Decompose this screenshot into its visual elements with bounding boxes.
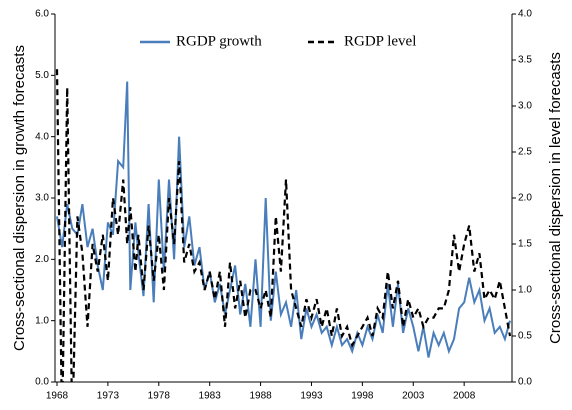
y-tick-label: 3.0	[35, 193, 49, 204]
x-tick-label: 1993	[300, 391, 323, 402]
y2-tick-label: 1.5	[518, 239, 532, 250]
y-tick-label: 5.0	[35, 70, 49, 81]
y-tick-label: 2.0	[35, 254, 49, 265]
y2-tick-label: 3.0	[518, 101, 532, 112]
x-tick-label: 1983	[199, 391, 222, 402]
plot-area	[55, 69, 512, 382]
legend-label: RGDP growth	[176, 33, 262, 49]
y2-axis-title: Cross-sectional dispersion in level fore…	[547, 52, 564, 344]
y-tick-label: 4.0	[35, 131, 49, 142]
y2-tick-label: 1.0	[518, 285, 532, 296]
y2-tick-label: 2.5	[518, 147, 532, 158]
x-tick-label: 1978	[148, 391, 171, 402]
x-tick-label: 1998	[351, 391, 374, 402]
x-tick-label: 1988	[249, 391, 272, 402]
y2-tick-label: 0.5	[518, 331, 532, 342]
series-line	[55, 69, 512, 382]
y-axis-title: Cross-sectional dispersion in growth for…	[11, 45, 28, 351]
x-tick-label: 2008	[453, 391, 476, 402]
y2-tick-label: 3.5	[518, 55, 532, 66]
y2-tick-label: 2.0	[518, 193, 532, 204]
x-tick-label: 1968	[46, 391, 69, 402]
y2-tick-label: 4.0	[518, 9, 532, 20]
y-tick-label: 1.0	[35, 315, 49, 326]
x-tick-label: 1973	[97, 391, 120, 402]
y-tick-label: 0.0	[35, 377, 49, 388]
y2-tick-label: 0.0	[518, 377, 532, 388]
legend-label: RGDP level	[344, 33, 416, 49]
y-tick-label: 6.0	[35, 9, 49, 20]
x-tick-label: 2003	[402, 391, 425, 402]
series-line	[56, 81, 511, 358]
